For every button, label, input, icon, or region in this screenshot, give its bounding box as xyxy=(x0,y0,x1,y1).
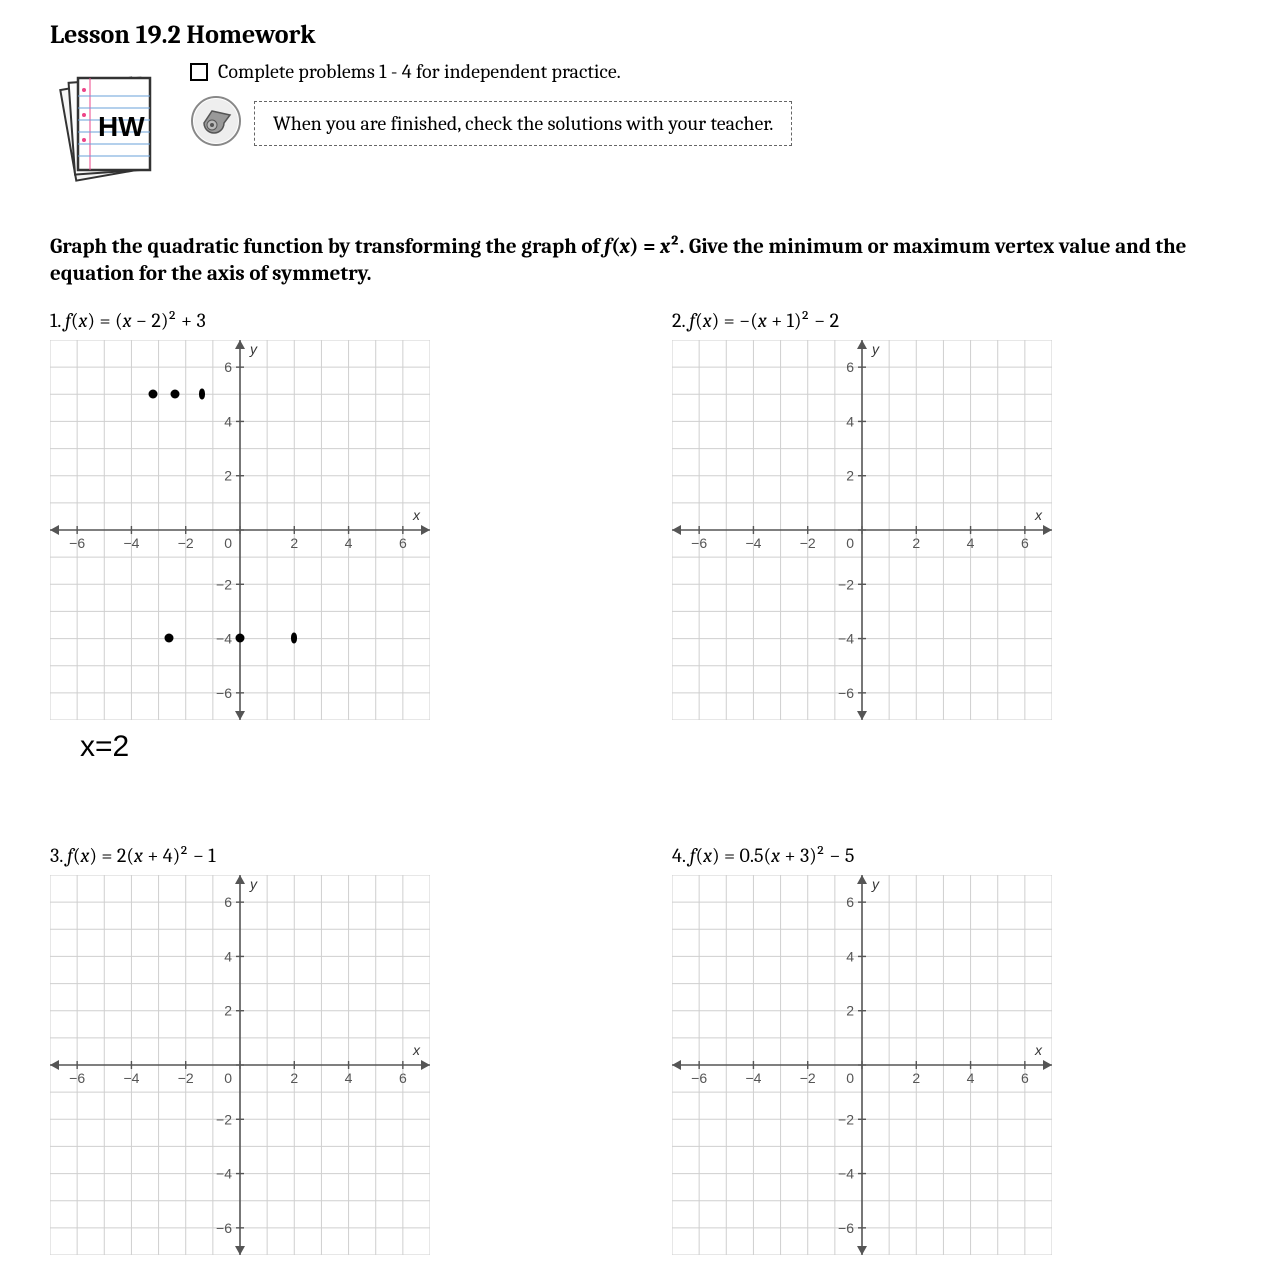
whistle-icon xyxy=(190,95,242,151)
instruction-text: Complete problems 1 - 4 for independent … xyxy=(218,60,621,83)
svg-text:6: 6 xyxy=(399,1070,407,1086)
svg-text:−4: −4 xyxy=(838,630,854,646)
svg-text:0: 0 xyxy=(846,1070,854,1086)
plot-point xyxy=(291,633,297,644)
svg-text:4: 4 xyxy=(345,535,353,551)
problem-2: 2. f(x) = −(x + 1)² − 2 −6 −6 −4 −4 −2 −2 0 2 2 4 4… xyxy=(672,309,1234,764)
plot-point xyxy=(165,634,174,643)
svg-text:y: y xyxy=(871,876,880,892)
problem-label: 3. f(x) = 2(x + 4)² − 1 xyxy=(50,844,612,867)
coordinate-grid: −6−6−4−4−2−20224466xy xyxy=(672,340,1052,720)
plot-point xyxy=(170,389,179,398)
svg-text:2: 2 xyxy=(224,1002,232,1018)
plot-point xyxy=(236,634,245,643)
svg-text:6: 6 xyxy=(224,359,232,375)
svg-text:6: 6 xyxy=(1021,1070,1029,1086)
header-row: HW Complete problems 1 - 4 for independe… xyxy=(50,60,1234,194)
svg-text:−4: −4 xyxy=(123,535,139,551)
svg-text:0: 0 xyxy=(846,535,854,551)
svg-text:y: y xyxy=(249,876,258,892)
svg-text:x: x xyxy=(1034,1042,1043,1058)
svg-text:0: 0 xyxy=(224,1070,232,1086)
instruction-line: Complete problems 1 - 4 for independent … xyxy=(190,60,1234,83)
svg-text:0: 0 xyxy=(224,535,232,551)
svg-text:−4: −4 xyxy=(745,1070,761,1086)
svg-text:2: 2 xyxy=(290,535,298,551)
svg-text:−2: −2 xyxy=(800,535,816,551)
svg-text:−4: −4 xyxy=(745,535,761,551)
svg-text:6: 6 xyxy=(846,894,854,910)
svg-text:−6: −6 xyxy=(216,1219,232,1235)
directions-text: Graph the quadratic function by transfor… xyxy=(50,234,1234,289)
problem-label: 2. f(x) = −(x + 1)² − 2 xyxy=(672,309,1234,332)
svg-text:y: y xyxy=(249,341,258,357)
svg-text:−6: −6 xyxy=(691,1070,707,1086)
coordinate-grid: −6−6−4−4−2−20224466xy xyxy=(672,875,1052,1255)
svg-text:4: 4 xyxy=(224,948,232,964)
handwritten-annotation: x=2 xyxy=(80,730,612,764)
svg-text:−6: −6 xyxy=(69,535,85,551)
coordinate-grid: −6−6−4−4−2−20224466xy xyxy=(50,340,430,720)
svg-text:HW: HW xyxy=(98,111,145,142)
svg-text:2: 2 xyxy=(846,1002,854,1018)
teacher-line: When you are finished, check the solutio… xyxy=(190,95,1234,151)
svg-text:−2: −2 xyxy=(216,1111,232,1127)
plot-point xyxy=(199,388,205,399)
problems-grid: 1. f(x) = (x − 2)² + 3 −6 −6 −4 −4 −2 −2 0 2 2 4 4 6… xyxy=(50,309,1234,1255)
svg-text:−2: −2 xyxy=(178,1070,194,1086)
coordinate-grid: −6−6−4−4−2−20224466xy xyxy=(50,875,430,1255)
svg-text:y: y xyxy=(871,341,880,357)
svg-text:2: 2 xyxy=(846,467,854,483)
svg-text:−2: −2 xyxy=(838,576,854,592)
svg-text:4: 4 xyxy=(224,413,232,429)
problem-label: 4. f(x) = 0.5(x + 3)² − 5 xyxy=(672,844,1234,867)
svg-text:−6: −6 xyxy=(216,684,232,700)
svg-text:−6: −6 xyxy=(838,1219,854,1235)
svg-text:x: x xyxy=(1034,507,1043,523)
svg-text:−2: −2 xyxy=(838,1111,854,1127)
svg-text:−2: −2 xyxy=(216,576,232,592)
svg-text:6: 6 xyxy=(399,535,407,551)
svg-text:4: 4 xyxy=(967,1070,975,1086)
svg-text:4: 4 xyxy=(967,535,975,551)
svg-text:6: 6 xyxy=(846,359,854,375)
svg-text:6: 6 xyxy=(224,894,232,910)
svg-text:−6: −6 xyxy=(691,535,707,551)
svg-text:4: 4 xyxy=(345,1070,353,1086)
problem-1: 1. f(x) = (x − 2)² + 3 −6 −6 −4 −4 −2 −2 0 2 2 4 4 6… xyxy=(50,309,612,764)
svg-text:x: x xyxy=(412,507,421,523)
svg-text:−4: −4 xyxy=(216,630,232,646)
svg-text:x: x xyxy=(412,1042,421,1058)
svg-text:−2: −2 xyxy=(800,1070,816,1086)
svg-text:4: 4 xyxy=(846,413,854,429)
svg-text:−6: −6 xyxy=(838,684,854,700)
problem-4: 4. f(x) = 0.5(x + 3)² − 5 −6 −6 −4 −4 −2 −2 0 2 2… xyxy=(672,844,1234,1255)
svg-text:4: 4 xyxy=(846,948,854,964)
teacher-note-box: When you are finished, check the solutio… xyxy=(254,101,792,146)
svg-text:2: 2 xyxy=(224,467,232,483)
svg-text:−4: −4 xyxy=(216,1165,232,1181)
problem-label: 1. f(x) = (x − 2)² + 3 xyxy=(50,309,612,332)
plot-point xyxy=(149,389,158,398)
svg-text:2: 2 xyxy=(912,1070,920,1086)
lesson-title: Lesson 19.2 Homework xyxy=(50,20,1234,50)
problem-3: 3. f(x) = 2(x + 4)² − 1 −6 −6 −4 −4 −2 −2 0 2 2 4 4… xyxy=(50,844,612,1255)
svg-text:2: 2 xyxy=(912,535,920,551)
homework-papers-icon: HW xyxy=(50,60,170,194)
svg-text:−6: −6 xyxy=(69,1070,85,1086)
svg-text:−4: −4 xyxy=(123,1070,139,1086)
svg-text:−2: −2 xyxy=(178,535,194,551)
checkbox-icon xyxy=(190,63,208,81)
svg-text:2: 2 xyxy=(290,1070,298,1086)
svg-text:6: 6 xyxy=(1021,535,1029,551)
svg-text:−4: −4 xyxy=(838,1165,854,1181)
